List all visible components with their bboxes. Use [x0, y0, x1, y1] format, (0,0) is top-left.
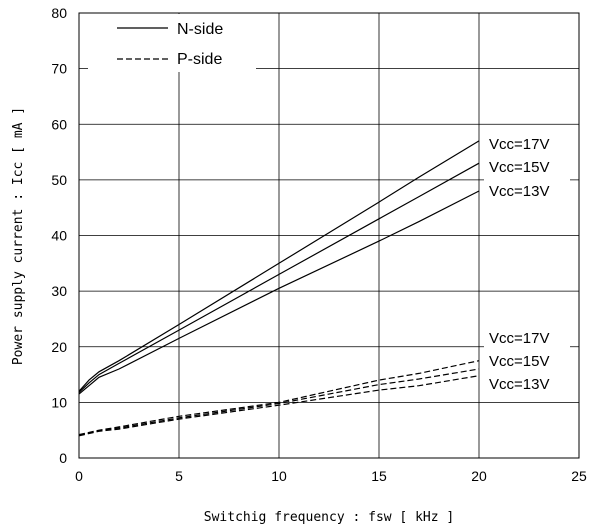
- p-side-vcc13-label: Vcc=13V: [489, 376, 549, 393]
- y-tick-label: 0: [59, 450, 67, 466]
- series-group: [78, 140, 480, 437]
- legend-n-side-label: N-side: [177, 21, 223, 38]
- y-tick-label: 80: [51, 5, 67, 21]
- n-side-vcc13-label: Vcc=13V: [489, 183, 549, 200]
- series-line-n-side-vcc15v: [78, 162, 480, 393]
- y-tick-label: 30: [51, 283, 67, 299]
- y-tick-label: 50: [51, 172, 67, 188]
- x-tick-labels: 0 5 10 15 20 25: [75, 468, 587, 484]
- p-side-annotation-box: [484, 323, 570, 401]
- x-tick-label: 15: [371, 468, 387, 484]
- series-line-n-side-vcc13v: [78, 190, 480, 395]
- plot-frame: [78, 12, 580, 459]
- series-line-p-side-vcc15v: [78, 368, 480, 436]
- y-tick-label: 60: [51, 116, 67, 132]
- y-axis-title: Power supply current : Icc [ mA ]: [11, 107, 26, 365]
- x-tick-label: 25: [571, 468, 587, 484]
- y-tick-label: 70: [51, 61, 67, 77]
- y-tick-label: 10: [51, 394, 67, 410]
- n-side-vcc15-label: Vcc=15V: [489, 159, 549, 176]
- x-tick-label: 10: [271, 468, 287, 484]
- y-tick-label: 40: [51, 228, 67, 244]
- legend-p-side-label: P-side: [177, 51, 222, 68]
- series-line-n-side-vcc17v: [78, 140, 480, 392]
- p-side-vcc15-label: Vcc=15V: [489, 353, 549, 370]
- x-tick-label: 20: [471, 468, 487, 484]
- y-tick-labels: 0 10 20 30 40 50 60 70 80: [51, 5, 67, 466]
- p-side-vcc17-label: Vcc=17V: [489, 330, 549, 347]
- legend: N-side P-side: [88, 14, 256, 72]
- legend-box: [88, 14, 256, 72]
- n-side-vcc17-label: Vcc=17V: [489, 136, 549, 153]
- x-axis-title: Switchig frequency : fsw [ kHz ]: [204, 510, 454, 525]
- x-tick-label: 5: [175, 468, 183, 484]
- series-line-p-side-vcc13v: [78, 375, 480, 437]
- y-tick-label: 20: [51, 339, 67, 355]
- n-side-annotation-box: [484, 127, 570, 205]
- x-tick-label: 0: [75, 468, 83, 484]
